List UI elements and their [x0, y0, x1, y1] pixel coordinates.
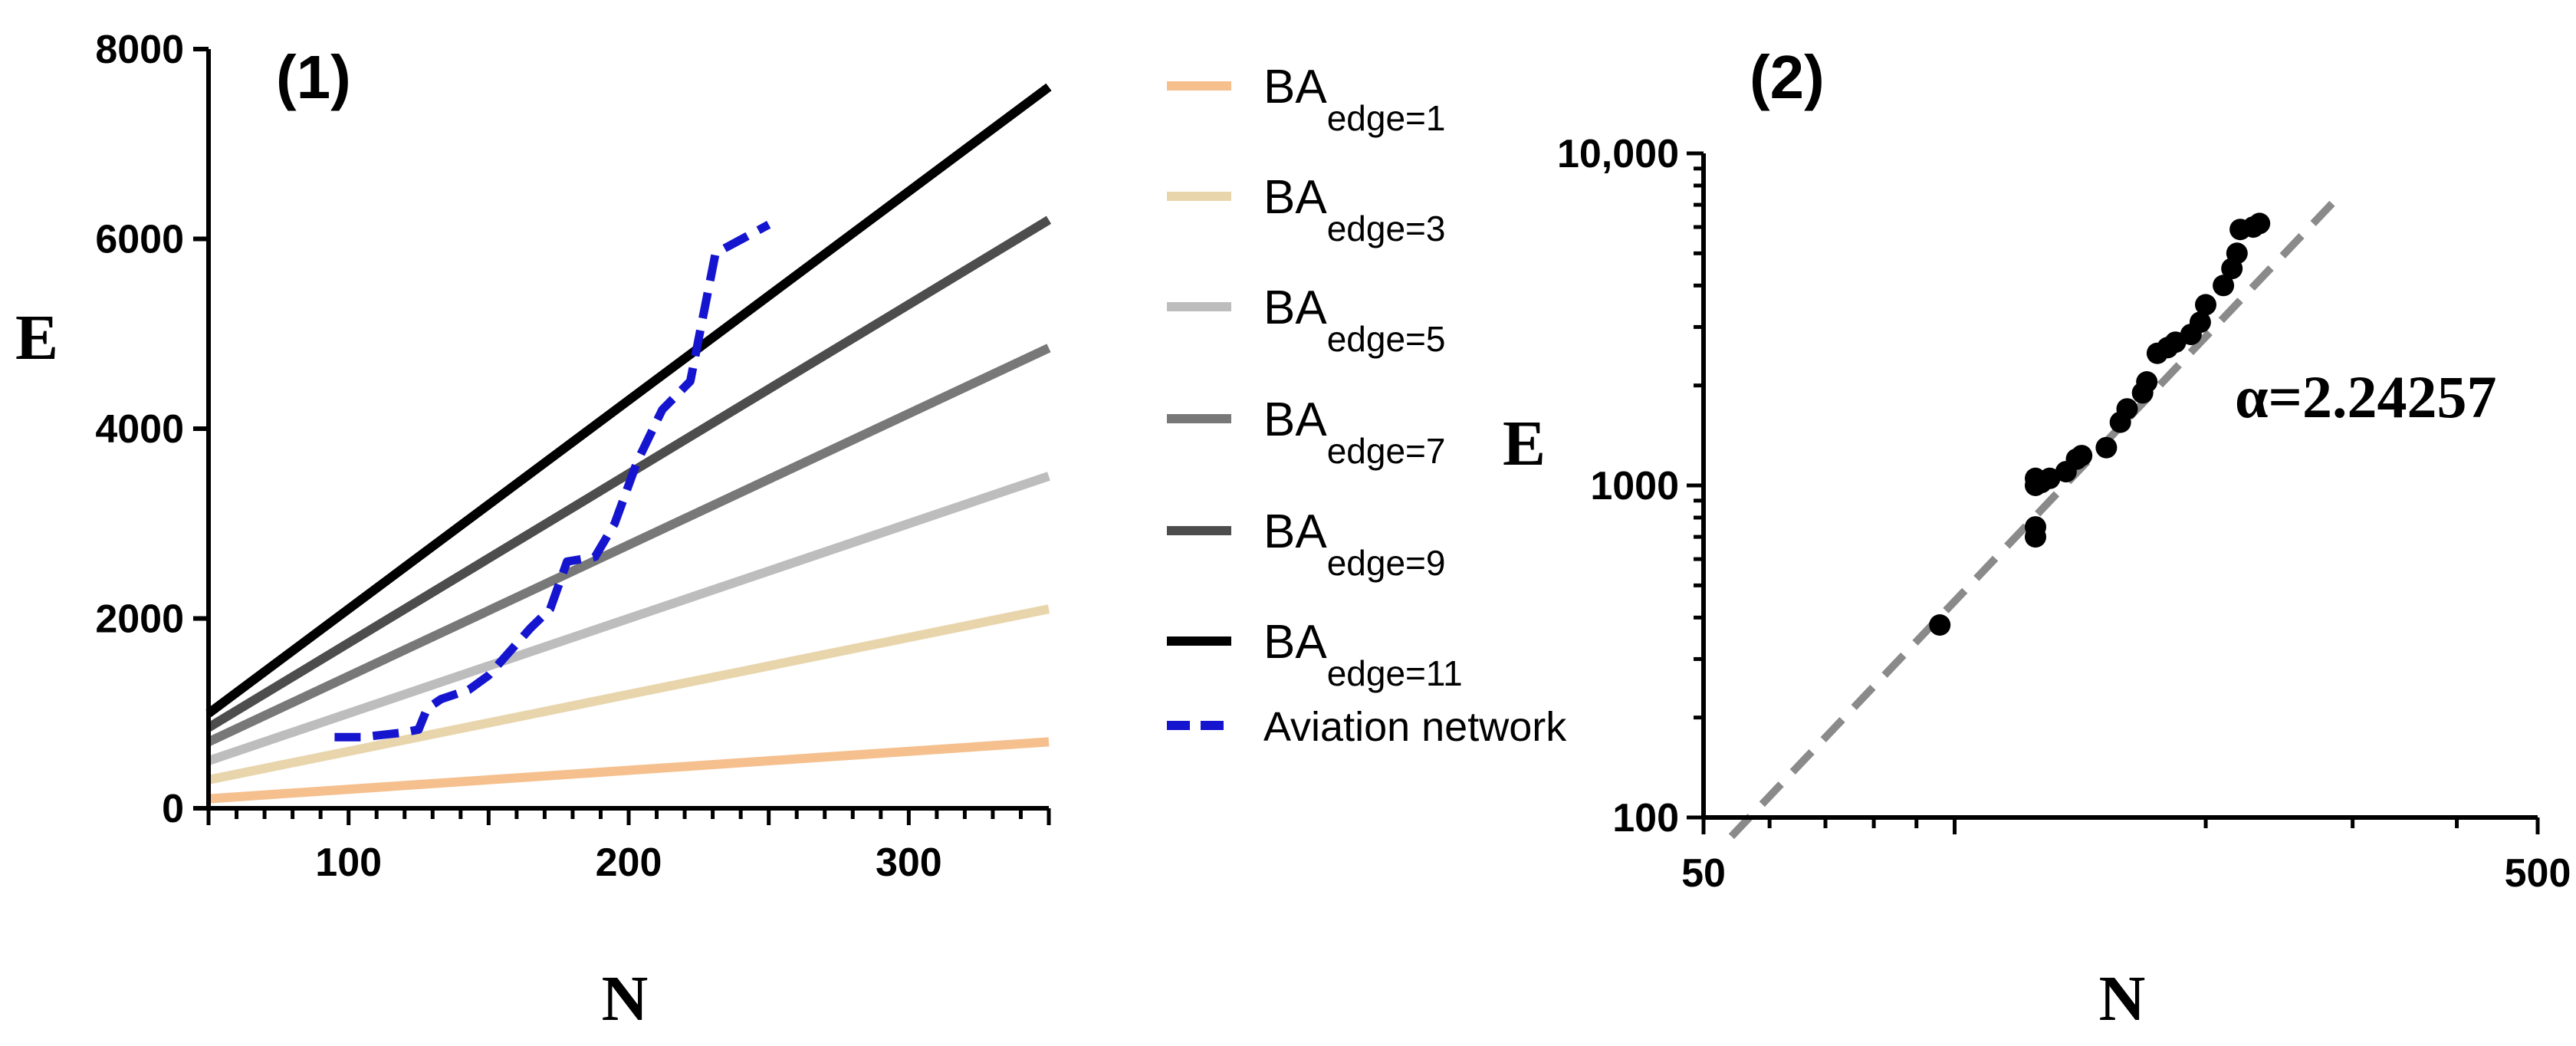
legend-label-ba-edge-1: BAedge=1 — [1263, 61, 1446, 138]
series-line-ba-edge-3 — [207, 604, 1050, 784]
panel-2-fit-line — [1728, 192, 2344, 840]
panel-2-y-tick-label: 100 — [1612, 796, 1679, 840]
legend-label-ba-edge-7: BAedge=7 — [1263, 393, 1446, 471]
series-line-ba-edge-7 — [206, 344, 1051, 746]
panel-1-label: (1) — [276, 43, 351, 111]
legend-subscript: edge=9 — [1327, 543, 1446, 583]
panel-1-y-tick-label: 0 — [162, 787, 184, 831]
panel-2-label: (2) — [1750, 43, 1825, 111]
series-line-ba-edge-1 — [208, 737, 1050, 804]
data-point — [2189, 311, 2211, 334]
data-point — [2136, 371, 2158, 393]
data-point — [2116, 398, 2138, 420]
panel-1-x-axis-title: N — [602, 963, 649, 1034]
panel-1: 0 2000 4000 6000 8000 100 200 300 (1) E N — [15, 28, 1052, 1034]
data-point — [2071, 445, 2093, 467]
legend-label-ba-edge-11: BAedge=11 — [1263, 616, 1463, 693]
panel-2-x-tick-label: 50 — [1681, 851, 1726, 896]
panel-1-x-tick-label: 300 — [876, 840, 942, 885]
legend-subscript: edge=5 — [1327, 319, 1446, 359]
legend-subscript: edge=3 — [1327, 209, 1446, 248]
legend-subscript: edge=1 — [1327, 98, 1446, 138]
legend-label-aviation-network: Aviation network — [1263, 704, 1567, 750]
data-point — [2039, 467, 2061, 489]
data-point — [2095, 436, 2118, 459]
legend-label-ba-edge-9: BAedge=9 — [1263, 505, 1446, 583]
panel-2: 100 1000 10,000 50 500 (2) E N α=2.24257 — [1503, 43, 2571, 1034]
panel-2-x-tick-label: 500 — [2505, 851, 2571, 896]
panel-1-axes: 0 2000 4000 6000 8000 100 200 300 — [95, 28, 1051, 885]
panel-2-x-axis-title: N — [2099, 963, 2146, 1034]
legend-subscript: edge=7 — [1327, 431, 1446, 471]
series-line-aviation-network — [334, 221, 771, 742]
panel-1-x-tick-label: 100 — [315, 840, 382, 885]
panel-1-y-axis-title: E — [15, 302, 58, 373]
data-point — [2213, 275, 2235, 297]
panel-1-y-tick-label: 6000 — [95, 218, 184, 262]
panel-1-y-tick-label: 8000 — [95, 28, 184, 72]
legend-label-ba-edge-5: BAedge=5 — [1263, 281, 1446, 359]
fit-line — [1728, 192, 2344, 840]
data-point — [2195, 294, 2216, 316]
data-point — [2025, 516, 2046, 538]
panel-1-series — [205, 83, 1052, 804]
alpha-annotation: α=2.24257 — [2235, 363, 2496, 430]
panel-2-y-axis-title: E — [1503, 408, 1546, 479]
series-line-ba-edge-5 — [207, 472, 1050, 765]
panel-2-y-tick-label: 1000 — [1590, 464, 1679, 508]
data-point — [2226, 242, 2248, 265]
panel-1-x-tick-label: 200 — [596, 840, 662, 885]
panel-2-points — [1929, 212, 2271, 636]
series-line-ba-edge-11 — [205, 83, 1052, 718]
data-point — [2249, 212, 2271, 235]
legend-subscript: edge=11 — [1327, 653, 1463, 693]
panel-1-y-tick-label: 2000 — [95, 597, 184, 642]
panel-2-axes: 100 1000 10,000 50 500 — [1557, 132, 2571, 896]
data-point — [1929, 614, 1951, 636]
legend: BAedge=1 BAedge=3 BAedge=5 BAedge=7 BAedge=9… — [1167, 61, 1567, 750]
panel-1-y-tick-label: 4000 — [95, 407, 184, 452]
legend-label-ba-edge-3: BAedge=3 — [1263, 171, 1446, 248]
panel-2-y-tick-label: 10,000 — [1557, 132, 1679, 176]
